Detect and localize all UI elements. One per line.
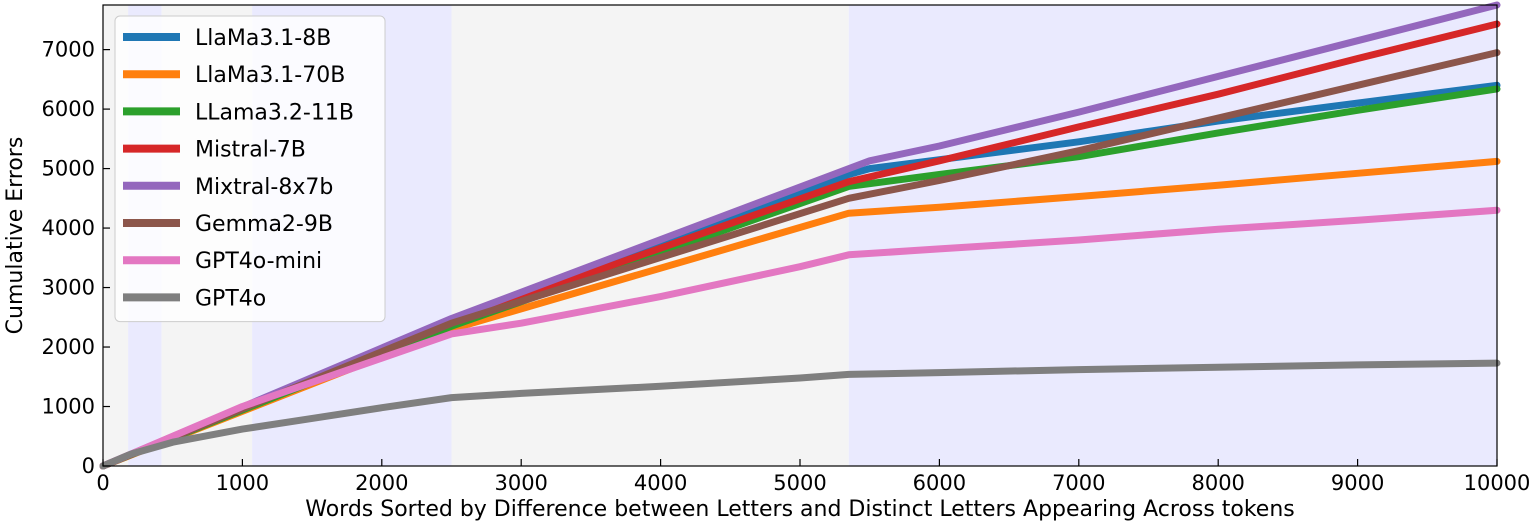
- legend-label-llama3-1-70b: LlaMa3.1-70B: [195, 63, 345, 88]
- x-tick-label-7000: 7000: [1052, 471, 1105, 495]
- y-tick-label-5000: 5000: [42, 157, 95, 181]
- y-tick-label-3000: 3000: [42, 276, 95, 300]
- series-line-mixtral-8x7b: [99, 1, 1501, 470]
- series-lines: [99, 1, 1501, 470]
- x-tick-label-3000: 3000: [494, 471, 547, 495]
- axis-ticks: 0 1000 2000 3000 4000 5000 6000 7000 8000 9000 100…: [42, 38, 1531, 495]
- legend-label-mixtral-8x7b: Mixtral-8x7b: [195, 175, 333, 200]
- legend-box: [114, 15, 386, 323]
- series-line-llama3-1-70b: [99, 157, 1501, 470]
- y-tick-label-7000: 7000: [42, 38, 95, 62]
- legend: LlaMa3.1-8B LlaMa3.1-70B LLama3.2-11B Mistr…: [114, 15, 386, 323]
- series-line-gemma2-9b: [99, 49, 1501, 470]
- legend-label-mistral-7b: Mistral-7B: [195, 138, 306, 163]
- legend-label-gpt4o-mini: GPT4o-mini: [195, 249, 322, 274]
- x-tick-label-1000: 1000: [216, 471, 269, 495]
- legend-label-gemma2-9b: Gemma2-9B: [195, 212, 333, 237]
- x-tick-label-10000: 10000: [1464, 471, 1531, 495]
- x-tick-label-9000: 9000: [1331, 471, 1384, 495]
- x-tick-label-5000: 5000: [773, 471, 826, 495]
- legend-label-gpt4o: GPT4o: [195, 286, 266, 311]
- x-tick-label-4000: 4000: [634, 471, 687, 495]
- y-tick-label-6000: 6000: [42, 97, 95, 121]
- legend-label-llama3-1-8b: LlaMa3.1-8B: [195, 26, 331, 51]
- x-tick-label-0: 0: [96, 471, 109, 495]
- y-axis-label: Cumulative Errors: [3, 137, 28, 335]
- x-tick-label-2000: 2000: [355, 471, 408, 495]
- x-axis-label: Words Sorted by Difference between Lette…: [305, 497, 1295, 522]
- series-line-gpt4o: [99, 359, 1501, 470]
- series-line-mistral-7b: [99, 20, 1501, 470]
- legend-label-llama3-2-11b: LLama3.2-11B: [195, 100, 354, 125]
- y-tick-label-1000: 1000: [42, 395, 95, 419]
- x-tick-label-8000: 8000: [1191, 471, 1244, 495]
- x-tick-label-6000: 6000: [913, 471, 966, 495]
- series-line-gpt4o-mini: [99, 206, 1501, 470]
- y-tick-label-2000: 2000: [42, 335, 95, 359]
- y-tick-label-4000: 4000: [42, 216, 95, 240]
- y-tick-label-0: 0: [82, 454, 95, 478]
